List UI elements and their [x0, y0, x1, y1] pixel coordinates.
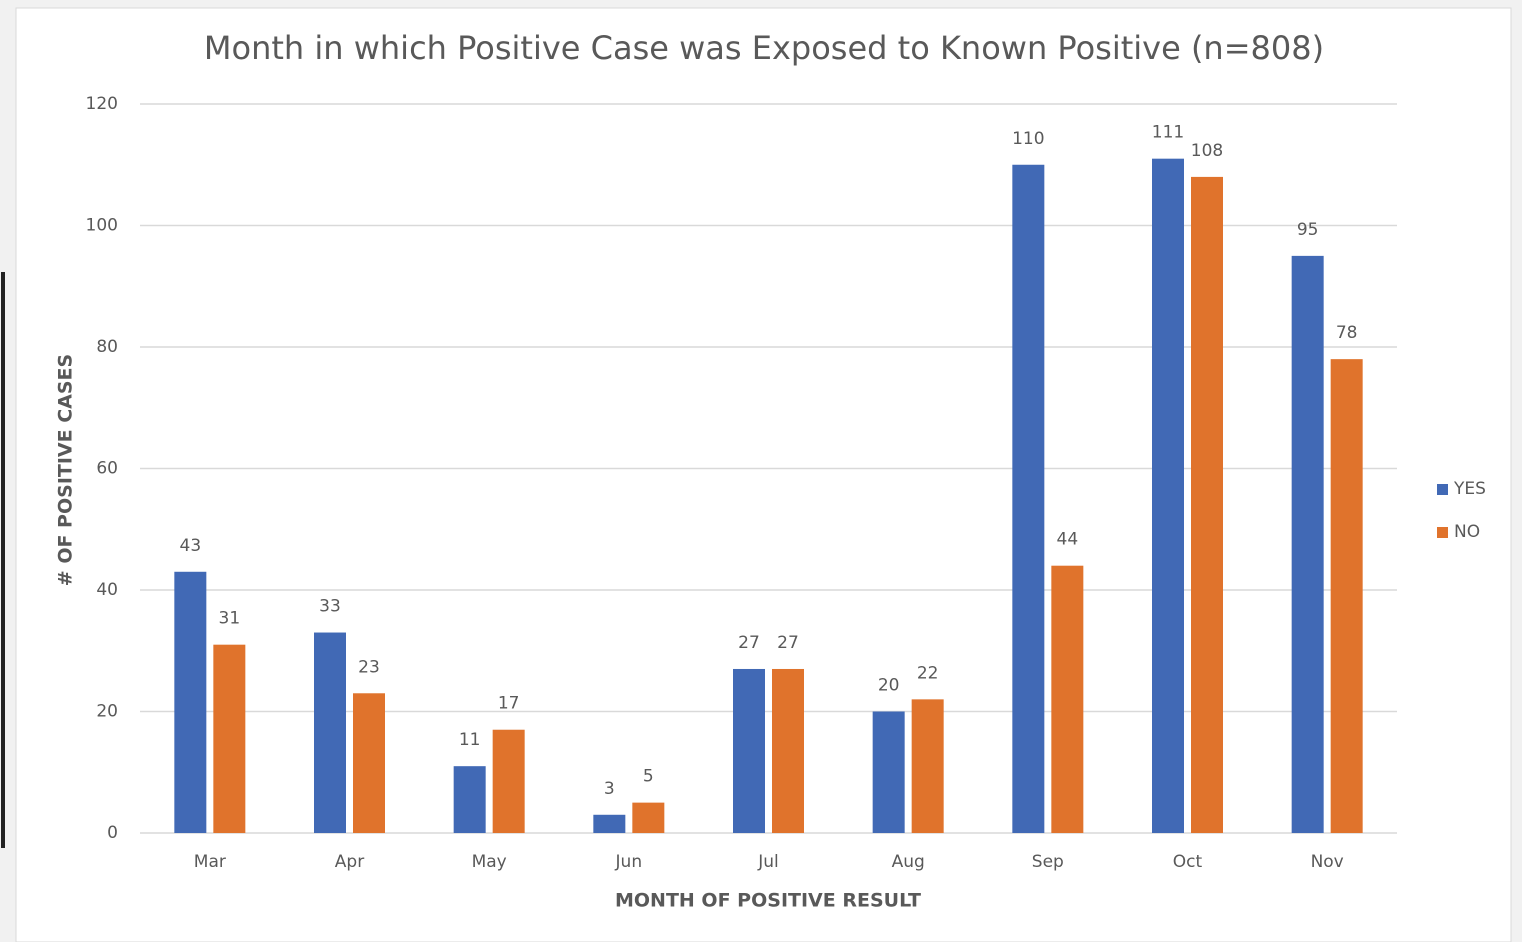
- legend-label: NO: [1454, 522, 1480, 542]
- x-tick-label: Sep: [1032, 852, 1064, 872]
- x-tick-label: Mar: [194, 852, 226, 872]
- bar: [911, 699, 944, 833]
- legend-swatch: [1437, 484, 1448, 495]
- bar: [1152, 158, 1184, 834]
- x-tick-label: May: [472, 852, 507, 872]
- bar: [632, 802, 665, 833]
- bar: [1012, 164, 1045, 833]
- bar: [1051, 565, 1084, 833]
- bar: [1191, 176, 1223, 833]
- x-tick-label: Jun: [615, 852, 643, 872]
- data-label: 23: [358, 657, 380, 677]
- y-tick-label: 0: [107, 823, 118, 843]
- data-label: 31: [219, 609, 241, 629]
- y-axis-title: # OF POSITIVE CASES: [55, 354, 77, 586]
- data-label: 27: [777, 633, 799, 653]
- data-label: 3: [604, 779, 615, 799]
- chart-title: Month in which Positive Case was Exposed…: [204, 29, 1324, 67]
- data-label: 108: [1191, 141, 1223, 161]
- bar: [492, 729, 525, 833]
- bar: [314, 632, 346, 833]
- bar: [1291, 255, 1324, 833]
- data-label: 27: [738, 633, 760, 653]
- data-label: 110: [1012, 129, 1044, 149]
- y-tick-label: 100: [86, 216, 118, 236]
- bar: [453, 766, 486, 833]
- data-label: 17: [498, 694, 520, 714]
- x-tick-label: Jul: [757, 852, 779, 872]
- bar: [872, 711, 905, 833]
- y-tick-label: 60: [96, 459, 118, 479]
- data-label: 22: [917, 663, 939, 683]
- bar: [174, 571, 207, 833]
- data-label: 20: [878, 676, 900, 696]
- y-tick-label: 120: [86, 94, 118, 114]
- y-tick-label: 80: [96, 337, 118, 357]
- bar: [353, 693, 385, 833]
- bar: [772, 668, 804, 833]
- bar: [733, 668, 765, 833]
- legend-label: YES: [1453, 479, 1486, 499]
- bar: [593, 814, 626, 833]
- x-tick-label: Aug: [892, 852, 925, 872]
- data-label: 111: [1152, 123, 1184, 143]
- edge-bar: [1, 272, 5, 848]
- y-tick-label: 20: [96, 702, 118, 722]
- data-label: 44: [1057, 530, 1079, 550]
- data-label: 78: [1336, 323, 1358, 343]
- bar: [1330, 359, 1363, 833]
- x-tick-label: Oct: [1173, 852, 1203, 872]
- legend-swatch: [1437, 527, 1448, 538]
- y-tick-label: 40: [96, 580, 118, 600]
- data-label: 95: [1297, 220, 1319, 240]
- data-label: 5: [643, 767, 654, 787]
- bar: [213, 644, 246, 833]
- data-label: 33: [319, 597, 341, 617]
- x-tick-label: Apr: [335, 852, 364, 872]
- x-tick-label: Nov: [1311, 852, 1344, 872]
- x-axis-title: MONTH OF POSITIVE RESULT: [615, 890, 921, 912]
- data-label: 11: [459, 730, 481, 750]
- data-label: 43: [180, 536, 202, 556]
